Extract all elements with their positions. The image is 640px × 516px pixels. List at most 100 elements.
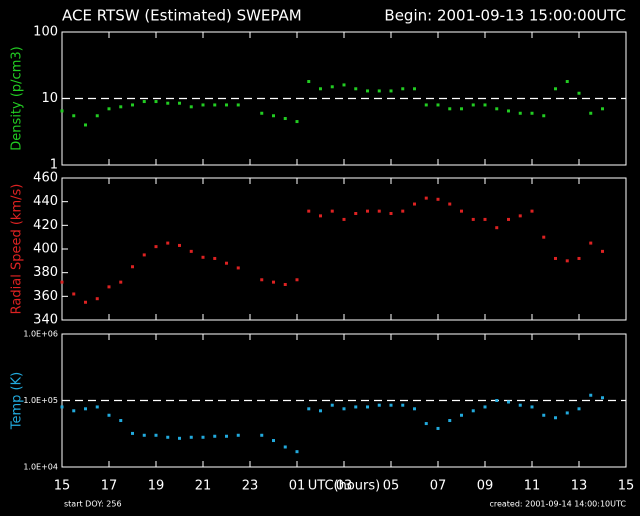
data-point <box>307 80 311 84</box>
data-point <box>530 111 534 115</box>
data-point <box>413 407 416 411</box>
data-point <box>377 403 381 407</box>
data-point <box>354 212 358 215</box>
title: ACE RTSW (Estimated) SWEPAM <box>62 7 302 25</box>
data-point <box>448 419 452 423</box>
data-point <box>507 400 510 404</box>
data-point <box>60 109 64 113</box>
created-time: created: 2001-09-14 14:00:10UTC <box>489 500 626 509</box>
x-axis-label: UTC(hours) <box>308 479 380 494</box>
data-point <box>72 292 76 296</box>
data-point <box>142 100 146 104</box>
data-point <box>178 101 181 105</box>
data-point <box>189 435 193 439</box>
y-tick-label: 1 <box>50 158 58 173</box>
x-tick-label: 01 <box>289 479 306 494</box>
x-tick-label: 03 <box>336 479 353 494</box>
data-point <box>530 209 534 213</box>
data-point <box>495 226 499 230</box>
x-tick-label: 07 <box>430 479 447 494</box>
y-tick-label: 460 <box>33 171 58 186</box>
data-point <box>542 413 546 417</box>
data-point <box>72 409 76 413</box>
data-point <box>60 280 64 284</box>
data-point <box>272 439 275 443</box>
x-tick-label: 11 <box>524 479 541 494</box>
data-point <box>142 253 146 257</box>
data-point <box>518 403 522 407</box>
data-point <box>119 419 123 423</box>
data-point <box>236 103 240 107</box>
data-point <box>95 114 99 118</box>
data-point <box>366 209 369 213</box>
data-point <box>225 103 228 107</box>
data-point <box>166 435 170 439</box>
begin-time: Begin: 2001-09-13 15:00:00UTC <box>384 7 626 25</box>
data-point <box>542 235 546 239</box>
data-point <box>483 217 487 221</box>
data-point <box>589 241 593 245</box>
data-point <box>471 409 475 413</box>
data-point <box>389 403 393 407</box>
data-point <box>330 209 334 213</box>
data-point <box>565 411 569 415</box>
x-tick-label: 21 <box>195 479 212 494</box>
data-point <box>260 111 264 115</box>
data-point <box>342 83 346 87</box>
data-point <box>554 416 557 420</box>
data-point <box>84 123 87 127</box>
data-point <box>236 266 240 270</box>
data-point <box>307 209 311 213</box>
data-point <box>154 100 158 104</box>
data-point <box>166 241 170 245</box>
data-point <box>131 265 134 269</box>
data-point <box>201 103 205 107</box>
data-point <box>166 101 170 105</box>
data-point <box>60 405 64 409</box>
data-point <box>283 283 287 286</box>
y-axis-label: Radial Speed (km/s) <box>10 184 25 315</box>
data-point <box>225 261 228 265</box>
y-tick-label: 1.0E+06 <box>23 330 58 339</box>
data-point <box>330 85 334 89</box>
data-point <box>436 426 440 430</box>
data-point <box>436 103 440 107</box>
data-point <box>460 209 463 213</box>
y-tick-label: 1.0E+05 <box>23 396 58 405</box>
y-tick-label: 380 <box>33 265 58 280</box>
data-point <box>366 89 369 93</box>
y-tick-label: 100 <box>33 25 58 40</box>
data-point <box>448 202 452 206</box>
data-point <box>189 249 193 253</box>
data-point <box>295 278 299 282</box>
x-tick-label: 23 <box>242 479 259 494</box>
data-point <box>542 114 546 118</box>
data-point <box>366 405 369 409</box>
data-point <box>413 202 416 206</box>
data-point <box>213 434 217 438</box>
data-point <box>95 297 99 301</box>
data-point <box>319 214 322 218</box>
data-point <box>436 197 440 201</box>
data-point <box>518 111 522 115</box>
data-point <box>131 431 134 435</box>
data-point <box>84 407 87 411</box>
data-point <box>260 433 264 437</box>
data-point <box>483 103 487 107</box>
data-point <box>342 407 346 411</box>
data-point <box>213 103 217 107</box>
x-tick-label: 13 <box>571 479 588 494</box>
data-point <box>448 107 452 111</box>
data-point <box>154 245 158 249</box>
data-point <box>178 436 181 440</box>
data-point <box>213 256 217 260</box>
data-point <box>342 217 346 221</box>
data-point <box>483 405 487 409</box>
data-point <box>424 103 428 107</box>
data-point <box>577 91 581 95</box>
data-point <box>471 103 475 107</box>
data-point <box>424 422 428 426</box>
start-doy: start DOY: 256 <box>64 500 122 509</box>
data-point <box>295 120 299 124</box>
data-point <box>601 396 604 400</box>
